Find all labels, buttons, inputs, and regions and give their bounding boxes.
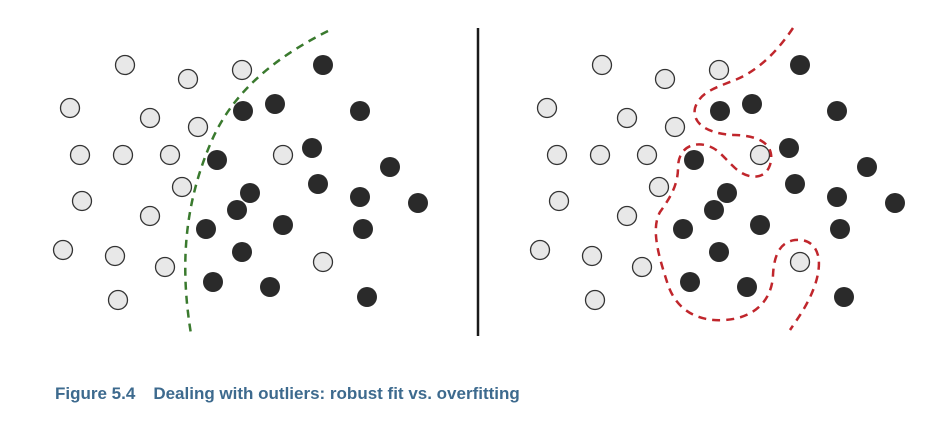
- filled-point: [313, 55, 333, 75]
- filled-point: [885, 193, 905, 213]
- filled-point: [834, 287, 854, 307]
- figure-caption: Figure 5.4 Dealing with outliers: robust …: [55, 384, 520, 404]
- filled-point: [380, 157, 400, 177]
- open-point: [187, 116, 209, 138]
- filled-point: [302, 138, 322, 158]
- filled-point: [308, 174, 328, 194]
- filled-point: [709, 242, 729, 262]
- open-point: [159, 144, 181, 166]
- filled-point: [265, 94, 285, 114]
- open-point: [529, 239, 551, 261]
- filled-point: [750, 215, 770, 235]
- filled-point: [350, 101, 370, 121]
- filled-point: [260, 277, 280, 297]
- open-point: [112, 144, 134, 166]
- figure-number: Figure 5.4: [55, 384, 136, 403]
- filled-point: [207, 150, 227, 170]
- overfit-decision-boundary: [654, 27, 821, 331]
- open-point: [548, 190, 570, 212]
- open-point: [107, 289, 129, 311]
- filled-point: [830, 219, 850, 239]
- filled-point: [353, 219, 373, 239]
- filled-point: [790, 55, 810, 75]
- filled-point: [227, 200, 247, 220]
- filled-point: [827, 101, 847, 121]
- filled-point: [196, 219, 216, 239]
- filled-point: [704, 200, 724, 220]
- open-point: [789, 251, 811, 273]
- open-point: [636, 144, 658, 166]
- filled-point: [710, 101, 730, 121]
- robust-decision-boundary: [184, 29, 329, 335]
- open-point: [154, 256, 176, 278]
- open-point: [616, 107, 638, 129]
- open-point: [69, 144, 91, 166]
- filled-point: [350, 187, 370, 207]
- filled-point: [742, 94, 762, 114]
- open-point: [591, 54, 613, 76]
- filled-point: [203, 272, 223, 292]
- open-point: [749, 144, 771, 166]
- filled-point: [779, 138, 799, 158]
- open-point: [664, 116, 686, 138]
- filled-point: [857, 157, 877, 177]
- open-point: [654, 68, 676, 90]
- open-point: [272, 144, 294, 166]
- open-point: [648, 176, 670, 198]
- overfitting-panel: [529, 54, 905, 311]
- open-point: [708, 59, 730, 81]
- open-point: [171, 176, 193, 198]
- open-point: [616, 205, 638, 227]
- filled-point: [717, 183, 737, 203]
- open-point: [546, 144, 568, 166]
- filled-point: [827, 187, 847, 207]
- robust-fit-panel: [52, 54, 428, 311]
- open-point: [104, 245, 126, 267]
- filled-point: [673, 219, 693, 239]
- filled-point: [737, 277, 757, 297]
- filled-point: [357, 287, 377, 307]
- figure-caption-text: Dealing with outliers: robust fit vs. ov…: [153, 384, 520, 403]
- open-point: [631, 256, 653, 278]
- filled-point: [233, 101, 253, 121]
- filled-point: [680, 272, 700, 292]
- filled-point: [408, 193, 428, 213]
- open-point: [312, 251, 334, 273]
- open-point: [52, 239, 74, 261]
- filled-point: [785, 174, 805, 194]
- open-point: [581, 245, 603, 267]
- open-point: [59, 97, 81, 119]
- open-point: [589, 144, 611, 166]
- figure-canvas: [52, 27, 905, 336]
- open-point: [71, 190, 93, 212]
- open-point: [177, 68, 199, 90]
- open-point: [536, 97, 558, 119]
- open-point: [139, 205, 161, 227]
- open-point: [139, 107, 161, 129]
- filled-point: [240, 183, 260, 203]
- filled-point: [684, 150, 704, 170]
- open-point: [231, 59, 253, 81]
- open-point: [584, 289, 606, 311]
- filled-point: [232, 242, 252, 262]
- open-point: [114, 54, 136, 76]
- filled-point: [273, 215, 293, 235]
